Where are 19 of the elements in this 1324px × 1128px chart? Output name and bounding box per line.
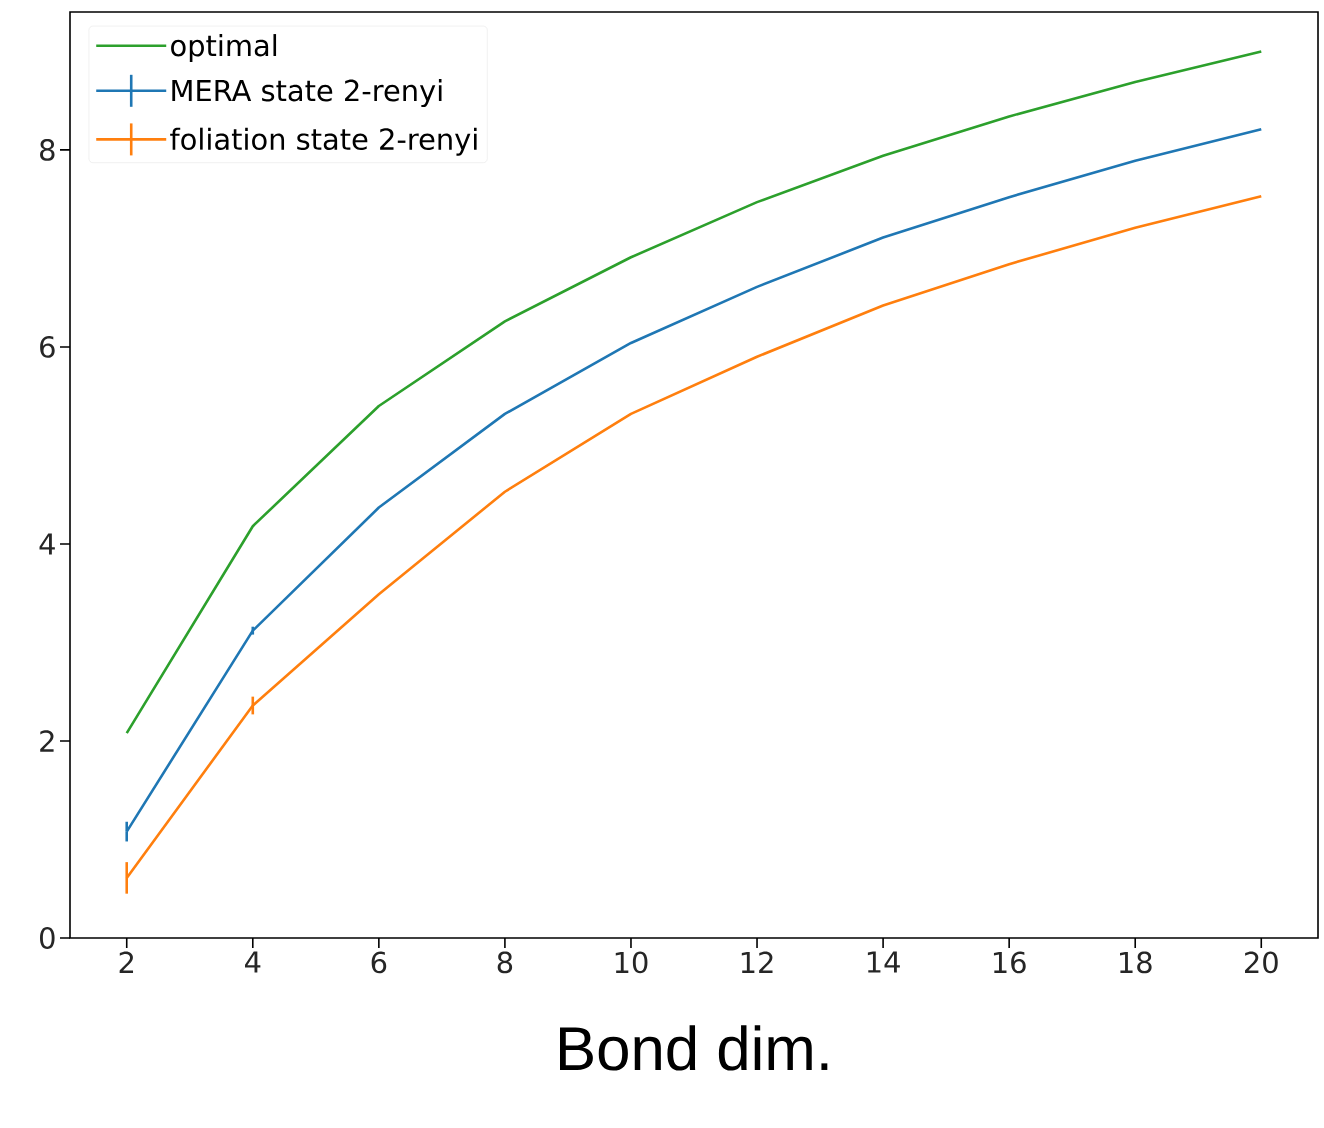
legend-label: foliation state 2-renyi <box>170 127 477 156</box>
x-tick-label: 16 <box>993 951 1026 974</box>
legend-label: MERA state 2-renyi <box>172 79 442 108</box>
y-tick-label: 8 <box>40 138 55 161</box>
x-tick-label: 6 <box>371 951 387 974</box>
x-tick-label: 14 <box>867 951 900 973</box>
y-tick-label: 6 <box>40 336 55 358</box>
x-tick-label: 20 <box>1245 951 1278 974</box>
x-tick-label: 8 <box>497 951 513 974</box>
x-tick-label: 10 <box>615 951 648 974</box>
legend-label: optimal <box>171 34 277 63</box>
x-tick-label: 2 <box>119 951 134 973</box>
x-tick-label: 4 <box>245 951 261 973</box>
y-tick-label: 4 <box>39 533 55 555</box>
y-tick-label: 0 <box>40 927 55 949</box>
x-tick-label: 18 <box>1120 951 1152 974</box>
y-tick-label: 2 <box>40 730 54 752</box>
x-axis-title: Bond dim. <box>560 1025 828 1071</box>
x-tick-label: 12 <box>741 951 773 973</box>
